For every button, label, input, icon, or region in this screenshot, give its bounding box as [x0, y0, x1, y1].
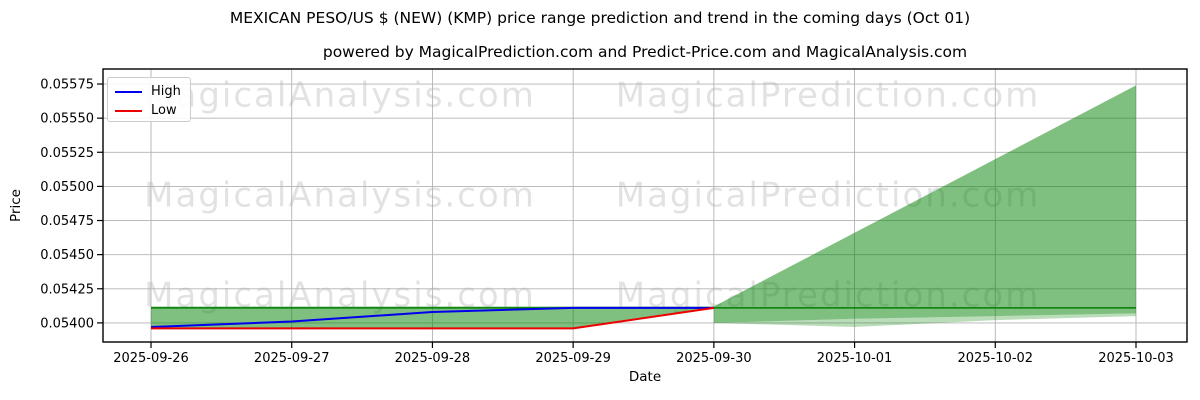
- y-tick-label: 0.05525: [40, 146, 94, 161]
- prediction-band: [151, 85, 1136, 329]
- legend-label-low: Low: [151, 103, 177, 118]
- y-tick-label: 0.05475: [40, 214, 94, 229]
- y-tick-label: 0.05575: [40, 78, 94, 93]
- y-tick-label: 0.05550: [40, 112, 94, 127]
- low-line: [151, 306, 715, 330]
- y-tick-label: 0.05400: [40, 316, 94, 331]
- high-line-swatch: [115, 90, 142, 93]
- legend-item-high: High: [115, 82, 190, 101]
- chart-title: MEXICAN PESO/US $ (NEW) (KMP) price rang…: [229, 9, 971, 27]
- watermark-text: MagicalAnalysis.com: [144, 76, 536, 116]
- y-tick-label: 0.05450: [40, 248, 94, 263]
- high-line: [150, 306, 714, 328]
- x-tick-label: 2025-09-27: [254, 351, 330, 366]
- chart-subtitle: powered by MagicalPrediction.com and Pre…: [322, 43, 968, 61]
- x-tick-label: 2025-09-29: [535, 351, 611, 366]
- y-axis-label: Price: [8, 189, 24, 222]
- watermark-text: MagicalPrediction.com: [616, 76, 1041, 116]
- legend-label-high: High: [151, 84, 181, 99]
- x-tick-label: 2025-10-01: [817, 351, 893, 366]
- x-tick-label: 2025-09-28: [395, 351, 471, 366]
- x-tick-label: 2025-10-02: [958, 351, 1034, 366]
- legend-item-low: Low: [115, 101, 190, 120]
- y-tick-label: 0.05425: [40, 282, 94, 297]
- prediction-band-outer: [713, 313, 1136, 327]
- plot-border: [102, 68, 1188, 343]
- x-axis-label: Date: [629, 369, 661, 385]
- x-tick-label: 2025-09-30: [676, 351, 752, 366]
- chart-legend: High Low: [107, 77, 191, 122]
- low-line-swatch: [115, 109, 142, 112]
- x-tick-label: 2025-09-26: [113, 351, 189, 366]
- x-tick-label: 2025-10-03: [1098, 351, 1174, 366]
- y-tick-label: 0.05500: [40, 180, 94, 195]
- watermark-text: MagicalAnalysis.com: [144, 176, 536, 216]
